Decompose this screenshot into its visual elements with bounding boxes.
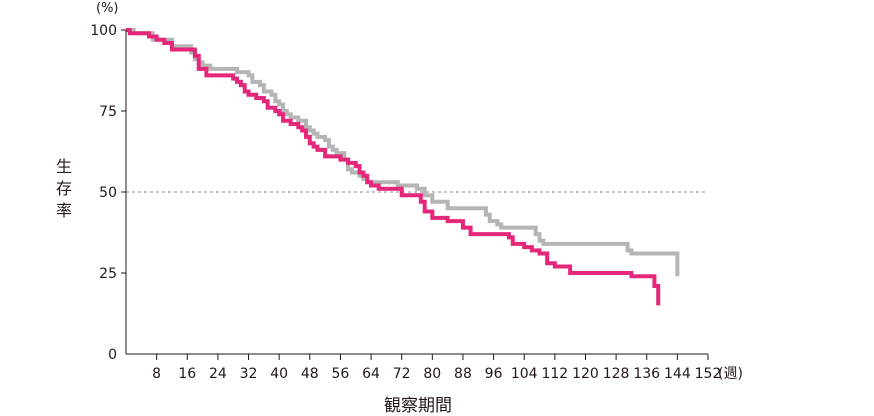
x-tick-label: 152 <box>695 366 722 382</box>
y-axis-title-char: 生 <box>55 157 72 176</box>
x-tick-label: 56 <box>332 366 350 382</box>
x-axis-title: 観察期間 <box>384 396 452 416</box>
y-tick-label: 50 <box>99 185 117 201</box>
x-tick-label: 104 <box>511 366 538 382</box>
survival-series-2-line <box>126 28 661 306</box>
y-axis-title: 生 存 率 <box>52 156 76 222</box>
x-tick-label: 24 <box>209 366 227 382</box>
x-tick-label: 80 <box>423 366 441 382</box>
x-unit-label: (週) <box>718 366 743 382</box>
y-tick-label: 25 <box>99 266 117 282</box>
y-tick-label: 75 <box>99 104 117 120</box>
x-tick-label: 16 <box>178 366 196 382</box>
x-tick-label: 48 <box>301 366 319 382</box>
x-tick-label: 32 <box>240 366 258 382</box>
x-tick-label: 64 <box>362 366 380 382</box>
x-tick-label: 8 <box>152 366 161 382</box>
x-tick-label: 72 <box>393 366 411 382</box>
x-tick-label: 120 <box>572 366 599 382</box>
y-tick-label: 0 <box>108 347 117 363</box>
x-tick-label: 40 <box>270 366 288 382</box>
y-axis-title-char: 存 <box>55 179 72 198</box>
y-tick-label: 100 <box>90 23 117 39</box>
x-tick-label: 112 <box>541 366 568 382</box>
x-tick-label: 88 <box>454 366 472 382</box>
y-axis-title-char: 率 <box>55 201 72 220</box>
survival-series-1-line <box>126 28 680 277</box>
x-tick-label: 136 <box>633 366 660 382</box>
x-tick-label: 96 <box>485 366 503 382</box>
y-unit-label: (%) <box>96 1 119 16</box>
x-tick-label: 144 <box>664 366 691 382</box>
x-tick-label: 128 <box>603 366 630 382</box>
